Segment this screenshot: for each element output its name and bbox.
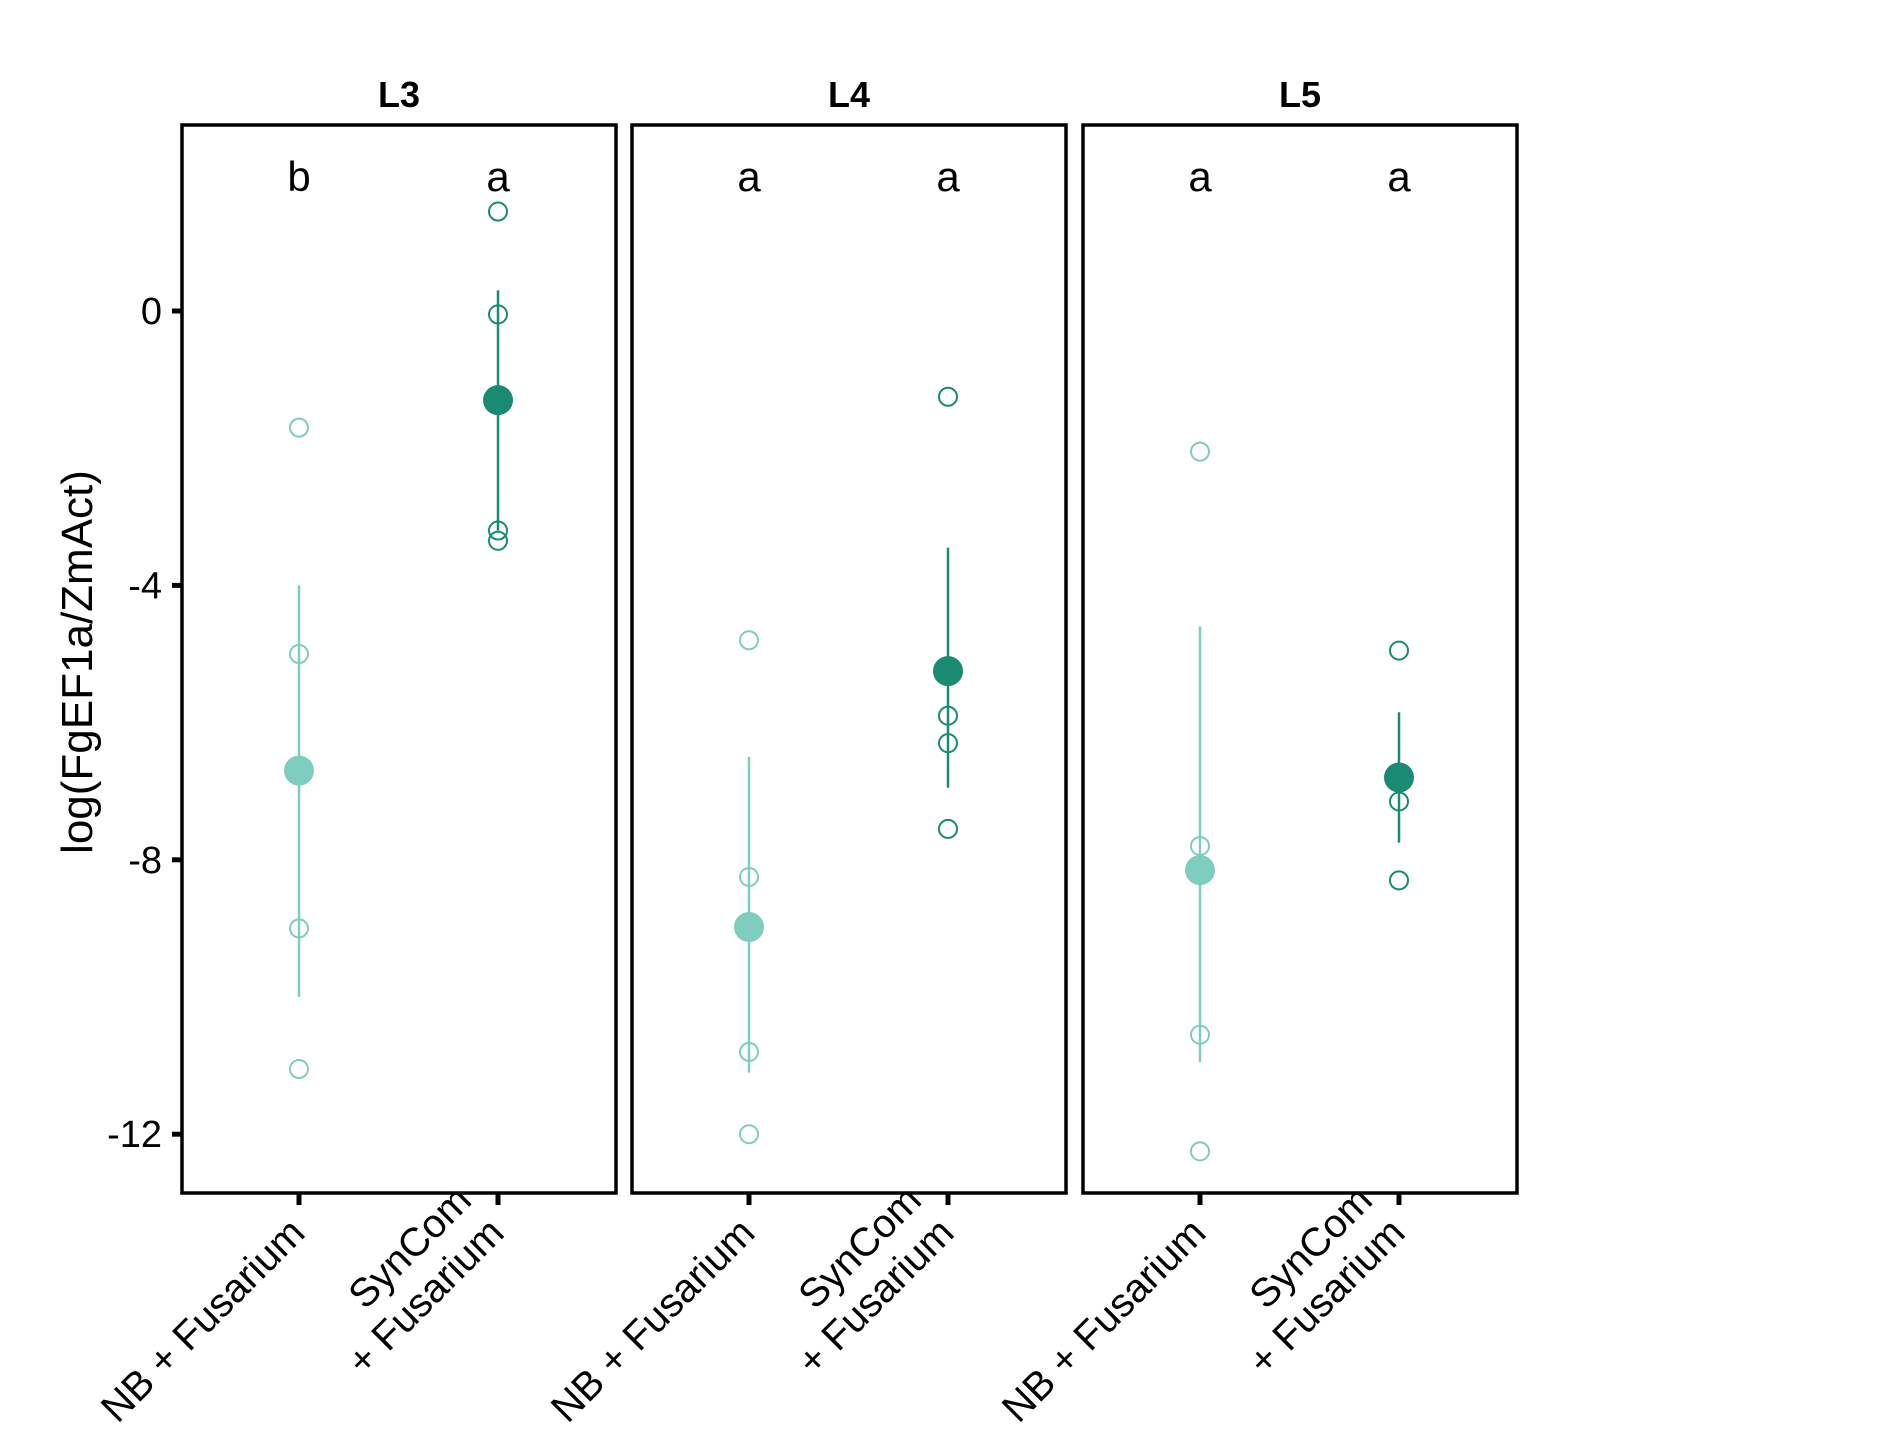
panel-border bbox=[180, 123, 618, 1195]
replicate-point bbox=[289, 644, 309, 664]
significance-letter: a bbox=[486, 153, 510, 200]
mean-point bbox=[483, 385, 513, 416]
y-tick-label: -8 bbox=[128, 840, 162, 882]
facet-title: L3 bbox=[378, 74, 420, 115]
y-axis-title: log(FgEF1a/ZmAct) bbox=[53, 470, 102, 854]
significance-letter: a bbox=[737, 153, 761, 200]
significance-letter: a bbox=[1387, 153, 1411, 200]
replicate-point bbox=[938, 818, 958, 839]
replicate-point bbox=[289, 417, 309, 438]
mean-point bbox=[284, 755, 314, 786]
mean-point bbox=[933, 656, 963, 687]
replicate-point bbox=[488, 520, 508, 541]
replicate-point bbox=[1190, 1141, 1210, 1162]
y-axis: 0 -4 -8 -12 bbox=[107, 291, 182, 1156]
significance-letter: a bbox=[936, 153, 960, 200]
replicate-point bbox=[938, 705, 958, 726]
replicate-point bbox=[938, 386, 958, 407]
replicate-point bbox=[1389, 791, 1409, 812]
y-tick-label: 0 bbox=[141, 291, 162, 333]
replicate-point bbox=[1190, 441, 1210, 462]
replicate-point bbox=[1190, 1024, 1210, 1045]
facet-title: L5 bbox=[1279, 74, 1321, 115]
replicate-point bbox=[289, 1059, 309, 1080]
replicate-point bbox=[488, 304, 508, 325]
replicate-point bbox=[739, 630, 759, 651]
panel-border bbox=[630, 123, 1068, 1195]
replicate-point bbox=[739, 1041, 759, 1062]
replicate-point bbox=[1389, 640, 1409, 661]
replicate-point bbox=[488, 530, 508, 551]
mean-point bbox=[1384, 762, 1414, 793]
replicate-point bbox=[289, 918, 309, 939]
replicate-point bbox=[739, 1124, 759, 1145]
replicate-point bbox=[488, 201, 508, 222]
replicate-point bbox=[938, 733, 958, 754]
y-tick-label: -4 bbox=[128, 565, 162, 607]
y-tick-label: -12 bbox=[107, 1114, 162, 1156]
significance-letter: b bbox=[287, 153, 310, 200]
replicate-point bbox=[739, 866, 759, 887]
significance-letter: a bbox=[1188, 153, 1212, 200]
replicate-point bbox=[1190, 836, 1210, 857]
panel-border bbox=[1081, 123, 1519, 1195]
mean-point bbox=[1185, 855, 1215, 886]
mean-point bbox=[734, 912, 764, 943]
facet-title: L4 bbox=[828, 74, 870, 115]
replicate-point bbox=[1389, 870, 1409, 891]
